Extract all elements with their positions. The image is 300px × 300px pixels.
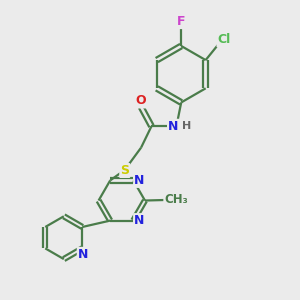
Text: S: S <box>120 164 129 177</box>
Text: CH₃: CH₃ <box>164 194 188 206</box>
Text: N: N <box>168 120 178 133</box>
Text: N: N <box>78 248 88 261</box>
Text: O: O <box>135 94 146 107</box>
Text: F: F <box>177 15 185 28</box>
Text: N: N <box>134 214 145 227</box>
Text: Cl: Cl <box>218 33 231 46</box>
Text: N: N <box>134 174 145 187</box>
Text: H: H <box>182 121 191 131</box>
